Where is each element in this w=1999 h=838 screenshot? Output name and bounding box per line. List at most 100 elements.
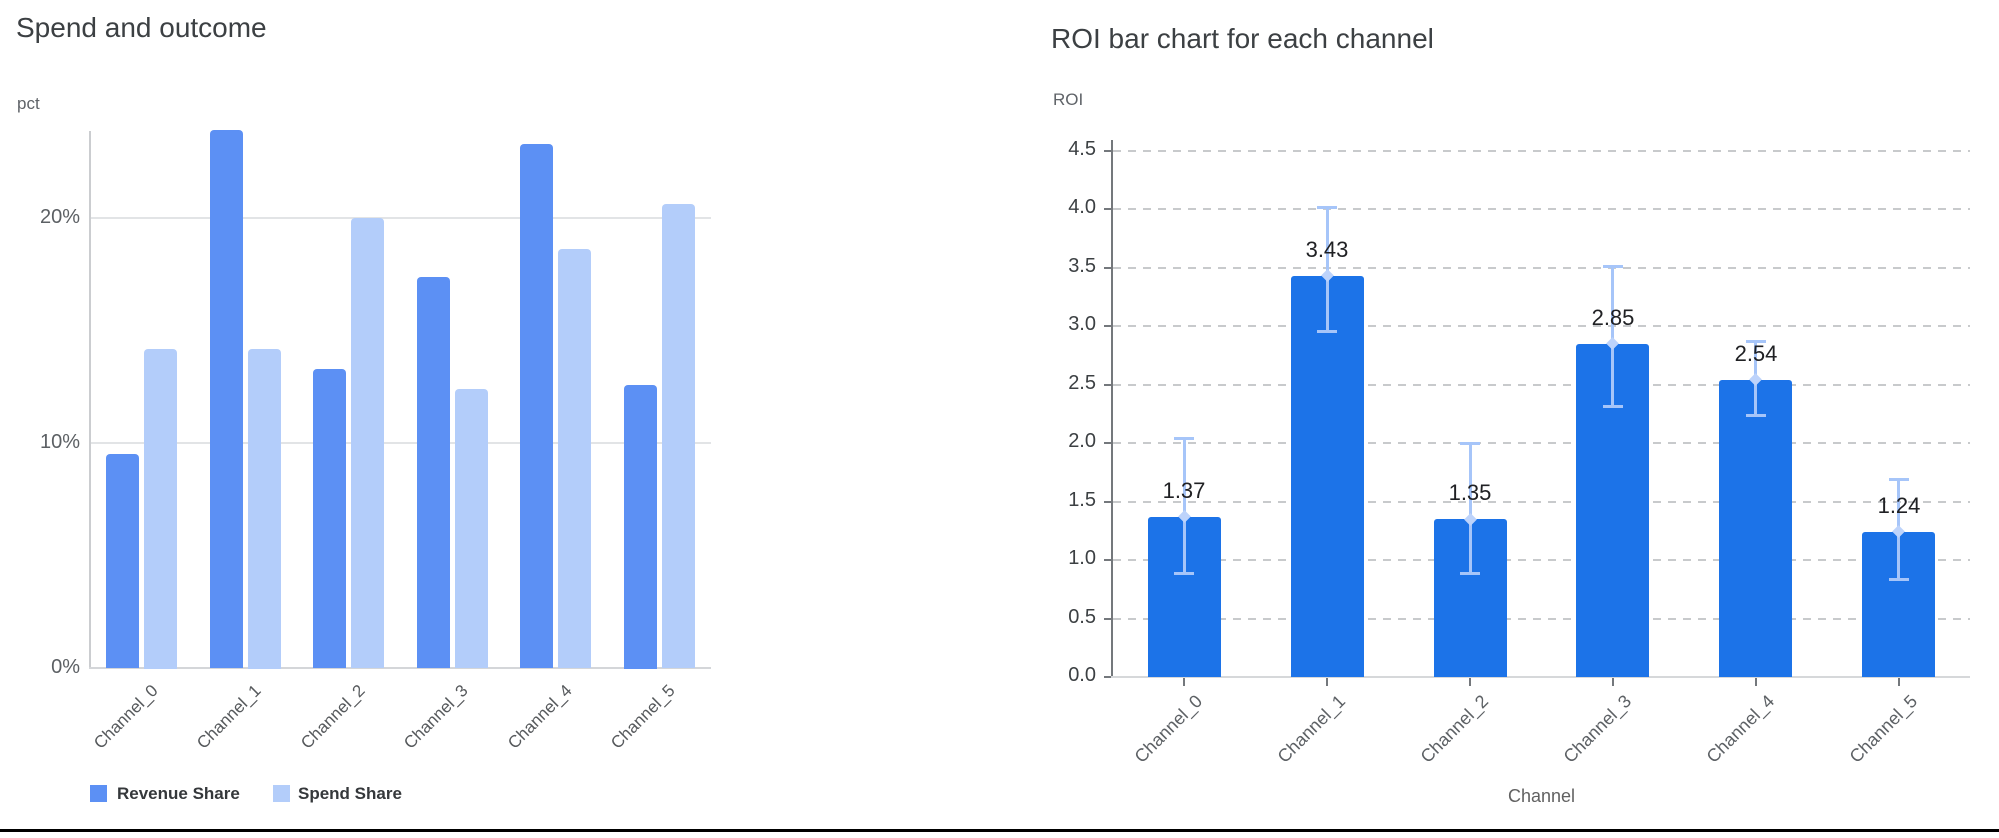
right-y-tickmark bbox=[1104, 325, 1113, 327]
left-x-tick-label: Channel_3 bbox=[399, 681, 472, 753]
error-bar-cap-top-channel_1 bbox=[1317, 206, 1337, 209]
right-y-tickmark bbox=[1104, 267, 1113, 269]
legend-swatch-revenue-share bbox=[90, 785, 107, 802]
error-bar-cap-bottom-channel_0 bbox=[1174, 572, 1194, 575]
right-y-tick-label: 4.0 bbox=[1068, 196, 1096, 218]
bar-value-label-channel_5: 1.24 bbox=[1877, 493, 1921, 518]
right-x-tickmark bbox=[1898, 678, 1900, 686]
bar-revenue-share-channel_2 bbox=[313, 369, 346, 668]
bar-revenue-share-channel_1 bbox=[210, 130, 243, 668]
left-x-tick-label: Channel_4 bbox=[503, 681, 576, 753]
right-y-tick-label: 0.5 bbox=[1068, 606, 1096, 628]
right-x-tick-label: Channel_2 bbox=[1416, 691, 1493, 767]
right-y-tick-label: 4.5 bbox=[1068, 138, 1096, 160]
left-y-axis-line bbox=[89, 131, 91, 668]
bar-roi-channel_4 bbox=[1719, 380, 1792, 677]
right-x-tickmark bbox=[1469, 678, 1471, 686]
right-gridline bbox=[1113, 501, 1970, 503]
right-y-tick-label: 1.0 bbox=[1068, 547, 1096, 569]
left-y-tick-label: 0% bbox=[51, 656, 80, 678]
right-y-tickmark bbox=[1104, 208, 1113, 210]
right-y-tickmark bbox=[1104, 676, 1113, 678]
right-gridline bbox=[1113, 267, 1970, 269]
error-bar-line-channel_3 bbox=[1611, 266, 1614, 406]
error-bar-cap-top-channel_3 bbox=[1603, 265, 1623, 268]
right-x-tickmark bbox=[1183, 678, 1185, 686]
error-bar-cap-top-channel_5 bbox=[1889, 478, 1909, 481]
right-y-tick-label: 2.5 bbox=[1068, 372, 1096, 394]
left-chart-y-axis-unit: pct bbox=[17, 94, 40, 113]
right-y-tick-label: 3.0 bbox=[1068, 313, 1096, 335]
bar-revenue-share-channel_0 bbox=[106, 454, 139, 668]
bar-revenue-share-channel_4 bbox=[520, 144, 553, 668]
right-x-tick-label: Channel_3 bbox=[1559, 691, 1636, 767]
bar-spend-share-channel_5 bbox=[662, 204, 695, 668]
error-bar-line-channel_0 bbox=[1183, 438, 1186, 574]
right-x-tickmark bbox=[1612, 678, 1614, 686]
error-bar-line-channel_2 bbox=[1469, 443, 1472, 574]
right-x-tick-label: Channel_5 bbox=[1845, 691, 1922, 767]
right-y-tickmark bbox=[1104, 559, 1113, 561]
right-gridline bbox=[1113, 384, 1970, 386]
bar-value-label-channel_0: 1.37 bbox=[1162, 478, 1206, 503]
right-gridline bbox=[1113, 618, 1970, 620]
right-y-tickmark bbox=[1104, 384, 1113, 386]
bottom-window-rule bbox=[0, 829, 1999, 832]
left-x-tick-label: Channel_0 bbox=[89, 681, 162, 753]
left-chart-title: Spend and outcome bbox=[16, 12, 267, 43]
left-x-tick-label: Channel_2 bbox=[296, 681, 369, 753]
legend-label-revenue-share: Revenue Share bbox=[117, 784, 240, 803]
right-y-tickmark bbox=[1104, 618, 1113, 620]
right-gridline bbox=[1113, 559, 1970, 561]
error-bar-cap-top-channel_2 bbox=[1460, 442, 1480, 445]
error-bar-cap-bottom-channel_1 bbox=[1317, 330, 1337, 333]
left-gridline bbox=[90, 217, 711, 219]
right-chart-x-axis-title: Channel bbox=[1507, 786, 1576, 806]
left-gridline bbox=[90, 442, 711, 444]
left-x-axis-line bbox=[89, 667, 711, 669]
right-chart-y-axis-label: ROI bbox=[1053, 90, 1084, 109]
bar-revenue-share-channel_3 bbox=[417, 277, 450, 668]
right-y-tick-label: 0.0 bbox=[1068, 664, 1096, 686]
bar-roi-channel_1 bbox=[1291, 276, 1364, 677]
right-y-tickmark bbox=[1104, 442, 1113, 444]
right-y-tick-label: 1.5 bbox=[1068, 489, 1096, 511]
right-y-tick-label: 2.0 bbox=[1068, 430, 1096, 452]
left-y-tick-label: 20% bbox=[39, 206, 80, 228]
right-chart-title: ROI bar chart for each channel bbox=[1051, 23, 1434, 54]
error-bar-cap-bottom-channel_3 bbox=[1603, 405, 1623, 408]
legend-swatch-spend-share bbox=[273, 785, 290, 802]
right-x-tickmark bbox=[1755, 678, 1757, 686]
bar-value-label-channel_4: 2.54 bbox=[1734, 341, 1778, 366]
legend-label-spend-share: Spend Share bbox=[298, 784, 402, 803]
right-gridline bbox=[1113, 150, 1970, 152]
right-x-tick-label: Channel_1 bbox=[1273, 691, 1350, 767]
bar-spend-share-channel_3 bbox=[455, 389, 488, 668]
right-x-axis-line bbox=[1111, 676, 1970, 678]
error-bar-cap-bottom-channel_4 bbox=[1746, 414, 1766, 417]
bar-value-label-channel_1: 3.43 bbox=[1305, 237, 1349, 262]
right-x-tickmark bbox=[1326, 678, 1328, 686]
right-gridline bbox=[1113, 442, 1970, 444]
right-y-tick-label: 3.5 bbox=[1068, 255, 1096, 277]
bar-spend-share-channel_4 bbox=[558, 249, 591, 668]
right-gridline bbox=[1113, 208, 1970, 210]
right-y-axis-line bbox=[1111, 140, 1113, 677]
bar-value-label-channel_2: 1.35 bbox=[1448, 480, 1492, 505]
left-y-tick-label: 10% bbox=[39, 431, 80, 453]
right-gridline bbox=[1113, 325, 1970, 327]
right-x-tick-label: Channel_0 bbox=[1130, 691, 1207, 767]
bar-spend-share-channel_2 bbox=[351, 218, 384, 668]
right-x-tick-label: Channel_4 bbox=[1702, 691, 1779, 767]
error-bar-cap-bottom-channel_5 bbox=[1889, 578, 1909, 581]
error-bar-cap-top-channel_0 bbox=[1174, 437, 1194, 440]
bar-revenue-share-channel_5 bbox=[624, 385, 657, 669]
error-bar-cap-bottom-channel_2 bbox=[1460, 572, 1480, 575]
right-y-tickmark bbox=[1104, 501, 1113, 503]
bar-value-label-channel_3: 2.85 bbox=[1591, 305, 1635, 330]
left-x-tick-label: Channel_5 bbox=[606, 681, 679, 753]
right-y-tickmark bbox=[1104, 150, 1113, 152]
error-bar-cap-top-channel_4 bbox=[1746, 340, 1766, 343]
bar-spend-share-channel_0 bbox=[144, 349, 177, 669]
